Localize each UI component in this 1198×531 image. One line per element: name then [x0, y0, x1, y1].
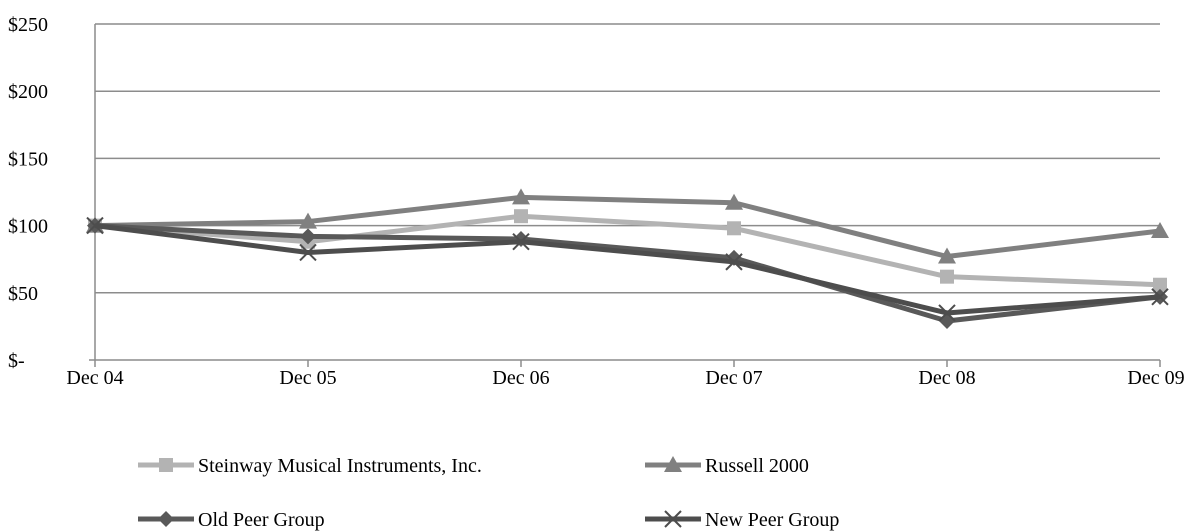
- legend-item: Russell 2000: [645, 455, 809, 477]
- x-tick-label: Dec 09: [1127, 367, 1184, 389]
- series-line: [94, 213, 1161, 288]
- x-tick-label: Dec 04: [66, 367, 123, 389]
- series-line: [94, 194, 1161, 260]
- axes: [89, 24, 1161, 367]
- y-axis-tick-labels: $- $50 $100 $150 $200 $250: [8, 14, 48, 372]
- legend-label: Old Peer Group: [198, 509, 325, 531]
- x-tick-label: Dec 08: [918, 367, 975, 389]
- data-point-marker: [1153, 277, 1167, 292]
- series-line: [94, 223, 1161, 316]
- data-point-marker: [514, 209, 528, 224]
- y-tick-label: $-: [8, 350, 25, 372]
- series-lines: [86, 188, 1169, 330]
- series-line: [94, 223, 1161, 324]
- data-point-marker: [938, 304, 956, 322]
- data-point-marker: [725, 193, 743, 210]
- data-point-marker: [512, 233, 530, 251]
- legend-label: New Peer Group: [705, 509, 839, 531]
- data-point-marker: [725, 253, 743, 271]
- legend-marker: [664, 456, 682, 472]
- legend: Steinway Musical Instruments, Inc. Russel…: [138, 455, 839, 531]
- legend-label: Steinway Musical Instruments, Inc.: [198, 455, 482, 477]
- y-tick-label: $50: [8, 283, 38, 305]
- data-point-marker: [1151, 288, 1169, 306]
- legend-item: Old Peer Group: [138, 509, 325, 531]
- legend-label: Russell 2000: [705, 455, 809, 477]
- data-point-marker: [300, 228, 316, 245]
- gridlines: [95, 23, 1160, 294]
- data-point-marker: [1151, 221, 1169, 238]
- data-point-marker: [512, 188, 530, 205]
- series-old-peer-group: [87, 217, 1168, 330]
- data-point-marker: [299, 243, 317, 262]
- legend-marker: [158, 511, 174, 527]
- legend-marker: [664, 510, 682, 528]
- data-point-marker: [86, 216, 104, 235]
- x-tick-label: Dec 05: [279, 367, 336, 389]
- series-new-peer-group: [86, 216, 1169, 322]
- legend-item: Steinway Musical Instruments, Inc.: [138, 455, 482, 477]
- y-tick-label: $100: [8, 216, 48, 238]
- series-russell-2000: [86, 188, 1169, 264]
- data-point-marker: [727, 221, 741, 236]
- y-tick-label: $250: [8, 14, 48, 36]
- y-tick-label: $150: [8, 148, 48, 170]
- x-axis-tick-labels: Dec 04 Dec 05 Dec 06 Dec 07 Dec 08 Dec 09: [66, 367, 1184, 389]
- x-tick-label: Dec 06: [492, 367, 549, 389]
- data-point-marker: [940, 269, 954, 284]
- legend-item: New Peer Group: [645, 509, 839, 531]
- data-point-marker: [938, 247, 956, 264]
- y-tick-label: $200: [8, 81, 48, 103]
- x-tick-label: Dec 07: [705, 367, 762, 389]
- data-point-marker: [299, 212, 317, 229]
- legend-marker: [159, 458, 173, 472]
